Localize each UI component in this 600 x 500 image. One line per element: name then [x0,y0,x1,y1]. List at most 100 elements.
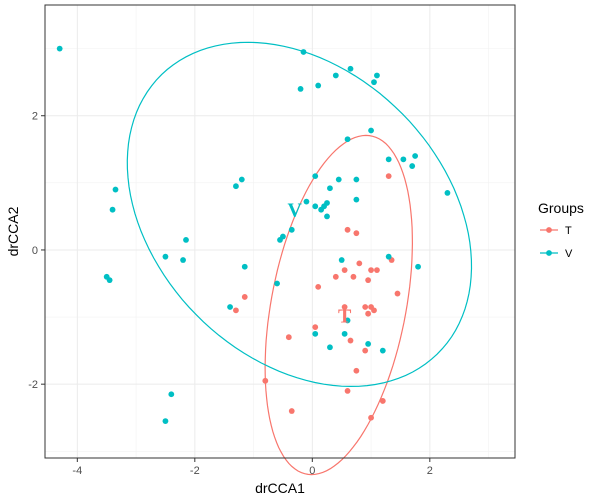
panel-border [44,4,516,459]
point-v [379,347,386,354]
point-v [327,344,333,351]
point-v [344,136,351,143]
data-points [56,45,451,424]
point-v [341,330,348,337]
x-tick-label: -2 [190,465,200,477]
point-t [368,414,374,421]
point-v [312,330,319,337]
centroid-label-v: V [287,200,302,222]
point-v [318,206,325,213]
point-t [262,377,269,384]
point-v [332,72,339,79]
point-t [365,310,372,317]
point-v [327,185,333,192]
minor-gridlines [45,5,515,458]
point-v [288,226,295,233]
ellipse-v [126,41,473,388]
panel-background [45,5,515,458]
point-t [332,273,339,280]
point-v [227,304,233,310]
y-axis: -2 0 2 [28,111,45,391]
point-v [315,82,322,89]
point-t [285,334,292,341]
point-t [241,294,248,300]
point-v [338,257,345,263]
point-t [362,304,369,310]
centroid-labels: TV [287,200,351,328]
point-t [353,230,360,237]
point-v [374,72,380,79]
legend-title: Groups [538,200,584,216]
x-axis-title: drCCA1 [255,480,305,496]
point-v [365,341,372,347]
point-v [385,156,392,163]
y-axis-title: drCCA2 [5,206,21,256]
point-v [238,176,245,183]
point-v [274,280,280,287]
point-v [241,263,248,270]
x-tick-label: 0 [309,465,315,477]
point-t [365,277,372,284]
y-tick-label: 2 [32,111,38,123]
point-v [347,65,354,72]
point-v [162,418,169,424]
point-v [353,196,360,203]
point-t [315,283,322,290]
legend-key-point [546,227,552,233]
ellipse-t [264,134,414,476]
point-t [347,337,354,344]
x-axis: -4 -2 0 2 [72,458,433,477]
point-v [312,203,319,210]
point-t [394,290,401,297]
point-t [350,273,357,280]
point-t [353,367,360,374]
y-tick-label: 0 [32,245,38,257]
legend-label: T [565,225,572,237]
centroid-label-t: T [338,306,352,328]
point-v [112,186,119,193]
point-t [362,347,369,354]
point-v [180,257,186,263]
point-t [374,267,380,273]
legend: Groups TV [538,200,584,260]
point-v [297,85,304,92]
confidence-ellipses [126,41,473,476]
point-t [356,260,363,267]
point-v [324,213,330,220]
point-v [233,183,239,190]
point-v [106,277,113,284]
point-v [444,190,451,196]
point-v [277,236,283,243]
point-v [412,153,419,159]
point-v [409,163,416,169]
legend-label: V [565,248,573,260]
point-t [233,307,239,314]
y-tick-label: -2 [28,379,38,391]
point-v [353,176,360,183]
major-gridlines [45,5,515,458]
point-t [368,267,374,273]
point-v [344,317,351,324]
point-t [344,226,351,233]
point-v [303,198,310,205]
x-tick-label: -4 [72,465,82,477]
point-t [341,304,348,310]
point-t [312,324,319,331]
point-v [371,79,377,86]
point-v [168,391,175,398]
point-v [162,253,169,260]
x-tick-label: 2 [427,465,433,477]
point-t [341,267,348,273]
point-t [379,398,386,404]
point-v [312,173,319,180]
point-v [368,127,374,134]
legend-key-point [546,250,552,256]
point-v [109,206,116,213]
point-v [56,45,63,52]
point-v [183,236,189,243]
point-t [385,173,392,180]
point-t [371,307,377,314]
point-v [300,49,307,55]
point-v [335,176,342,183]
